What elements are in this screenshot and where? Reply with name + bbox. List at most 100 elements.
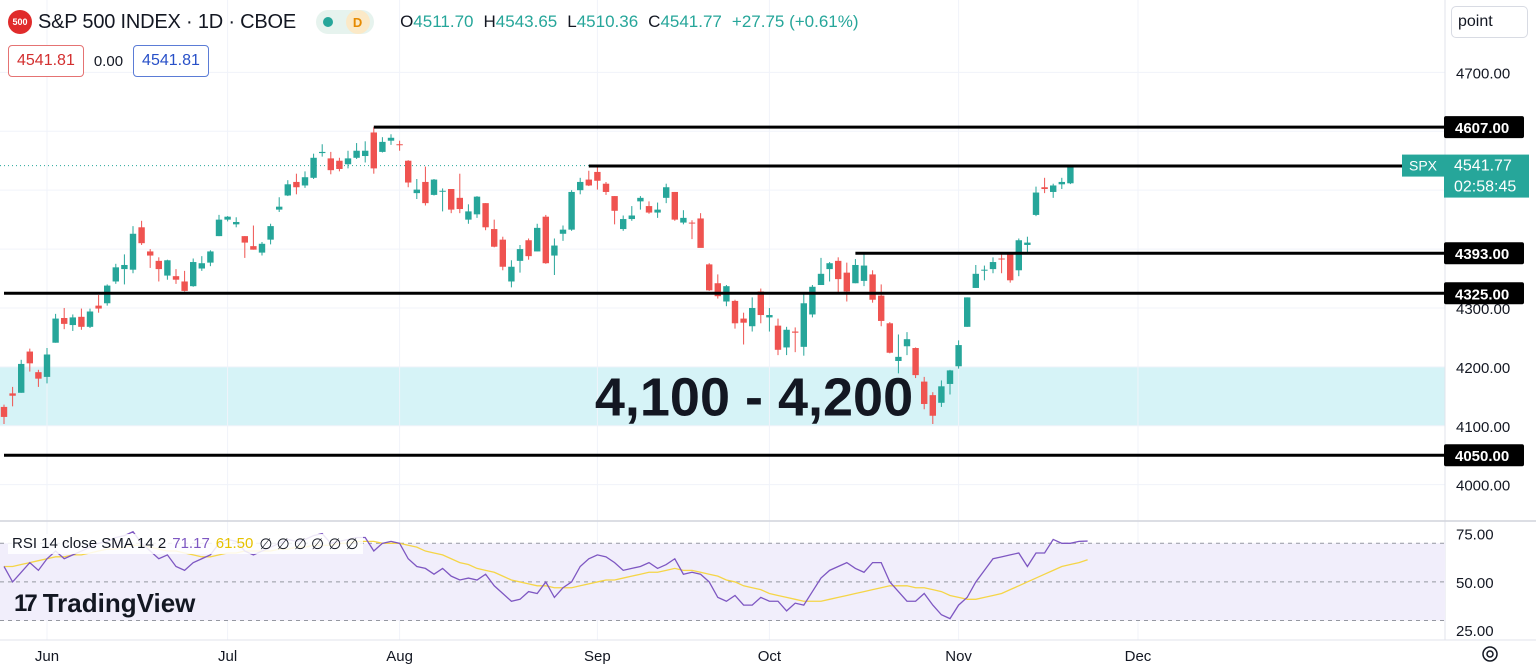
candle-body: [422, 181, 429, 204]
level-tag-label: 4393.00: [1455, 246, 1509, 263]
candle-body: [792, 331, 799, 333]
candle-body: [233, 221, 240, 225]
candle-body: [835, 260, 842, 280]
price-axis: [1445, 0, 1536, 672]
candle-body: [568, 191, 575, 230]
candle-body: [164, 260, 171, 276]
candle-body: [594, 171, 601, 181]
candle-body: [766, 315, 773, 318]
candle-body: [757, 291, 764, 316]
candle-body: [534, 227, 541, 252]
candle-body: [921, 381, 928, 404]
candle-body: [18, 363, 25, 393]
rsi-legend[interactable]: RSI 14 close SMA 14 2 71.17 61.50 ∅ ∅ ∅ …: [8, 534, 363, 554]
tradingview-wordmark: TradingView: [42, 588, 196, 618]
candle-body: [396, 144, 403, 146]
gear-icon[interactable]: [1480, 644, 1500, 664]
tradingview-mark-icon: 17: [14, 589, 38, 617]
units-selector[interactable]: point: [1451, 6, 1528, 38]
candle-body: [387, 137, 395, 141]
time-tick-label: Dec: [1125, 648, 1152, 665]
candle-body: [362, 150, 369, 157]
candle-body: [301, 177, 309, 186]
close-value: 4541.77: [660, 12, 722, 31]
candle-body: [912, 348, 919, 376]
rsi-value: 71.17: [172, 535, 210, 552]
candle-body: [620, 219, 627, 230]
market-status-pill[interactable]: D: [316, 10, 375, 34]
candle-body: [353, 150, 360, 158]
rsi-tick-label: 75.00: [1456, 527, 1494, 544]
time-tick-label: Oct: [758, 648, 782, 665]
candle-body: [155, 260, 162, 270]
candle-body: [413, 189, 420, 194]
candle-body: [482, 203, 489, 228]
candle-body: [1007, 254, 1014, 281]
price-tick-label: 4200.00: [1456, 360, 1510, 377]
candle-body: [869, 274, 876, 300]
candle-body: [9, 393, 16, 396]
time-tick-label: Nov: [945, 648, 972, 665]
candle-body: [585, 179, 592, 186]
candle-body: [852, 264, 859, 284]
sell-button[interactable]: 4541.81: [8, 45, 84, 77]
candle-body: [439, 190, 446, 192]
support-zone: [0, 366, 1445, 426]
candle-body: [284, 184, 291, 196]
rsi-line: [3, 530, 1088, 620]
candle-body: [215, 219, 223, 237]
change-value: +27.75 (+0.61%): [731, 12, 859, 31]
candle-body: [207, 251, 214, 263]
level-tag-label: 4607.00: [1455, 120, 1509, 137]
candle-body: [276, 206, 283, 210]
candle-body: [52, 318, 59, 343]
candle-body: [878, 295, 885, 321]
high-value: 4543.65: [495, 12, 558, 31]
candle-body: [903, 339, 911, 347]
candle-body: [611, 196, 618, 211]
interval-badge: D: [345, 10, 370, 34]
candle-body: [525, 240, 532, 257]
candle-body: [129, 233, 137, 270]
time-tick-label: Sep: [584, 648, 611, 665]
candle-body: [69, 317, 76, 326]
candle-body: [35, 372, 42, 379]
candle-body: [964, 297, 971, 327]
time-tick-label: Jul: [218, 648, 237, 665]
symbol-header: 500 S&P 500 INDEX · 1D · CBOE D O4511.70…: [8, 8, 859, 36]
candle-body: [895, 356, 902, 361]
candle-body: [181, 281, 188, 291]
candle-body: [559, 229, 567, 234]
candle-body: [430, 179, 438, 195]
rsi-ma-value: 61.50: [215, 535, 254, 552]
price-tick-label: 4700.00: [1456, 65, 1510, 82]
symbol-tag: [1402, 154, 1444, 177]
candle-body: [671, 191, 678, 220]
level-tag: [1444, 282, 1524, 305]
candle-body: [1024, 242, 1031, 245]
candle-body: [1015, 240, 1022, 271]
candle-body: [551, 245, 558, 256]
symbol-title[interactable]: S&P 500 INDEX · 1D · CBOE: [38, 10, 297, 33]
candle-body: [688, 222, 696, 224]
candle-body: [336, 160, 343, 169]
candle-body: [955, 345, 962, 367]
rsi-legend-title: RSI 14 close SMA 14 2: [12, 535, 167, 552]
level-tag: [1444, 116, 1524, 139]
tradingview-logo[interactable]: 17 TradingView: [14, 588, 195, 619]
candle-body: [654, 209, 661, 213]
low-label: L: [567, 12, 577, 31]
buy-button[interactable]: 4541.81: [133, 45, 209, 77]
candle-body: [1041, 187, 1048, 190]
candle-body: [542, 216, 549, 264]
candle-body: [147, 251, 154, 256]
candle-body: [86, 311, 94, 327]
level-tag: [1444, 242, 1524, 265]
candle-body: [258, 243, 266, 253]
candle-body: [95, 305, 102, 309]
candle-body: [516, 249, 524, 261]
candle-body: [224, 216, 231, 220]
zone-label: 4,100 - 4,200: [595, 367, 913, 427]
candle-body: [817, 273, 825, 286]
